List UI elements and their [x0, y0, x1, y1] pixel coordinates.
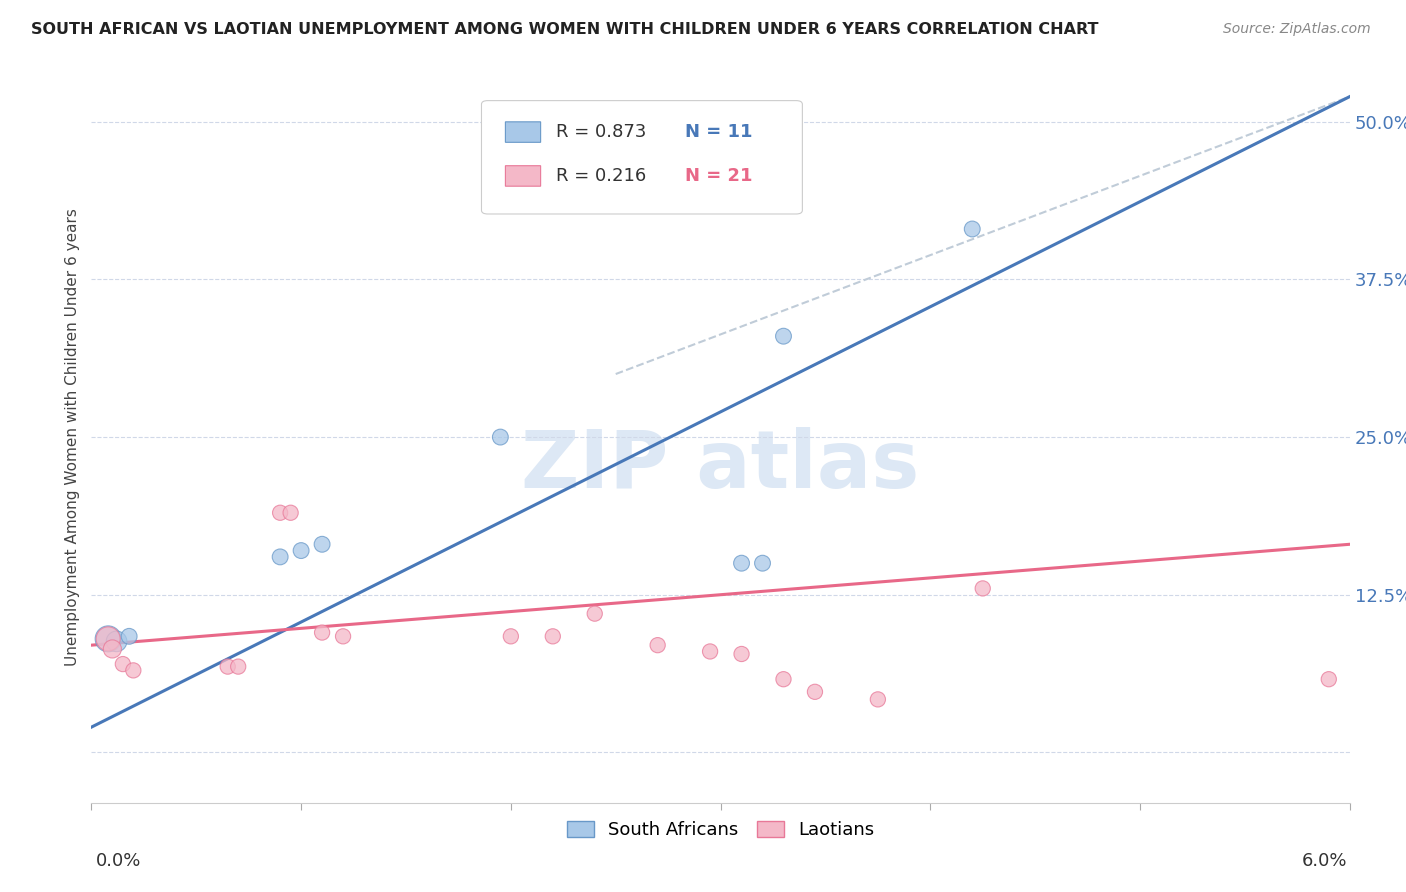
FancyBboxPatch shape	[505, 122, 541, 143]
Point	[730, 556, 752, 570]
Point	[647, 638, 669, 652]
Point	[97, 632, 120, 646]
Y-axis label: Unemployment Among Women with Children Under 6 years: Unemployment Among Women with Children U…	[65, 208, 80, 666]
Text: N = 11: N = 11	[685, 123, 752, 141]
Point	[866, 692, 889, 706]
Point	[1317, 672, 1340, 686]
Point	[311, 537, 333, 551]
Point	[489, 430, 512, 444]
Text: N = 21: N = 21	[685, 167, 752, 185]
Point	[226, 659, 249, 673]
Text: ZIP atlas: ZIP atlas	[522, 427, 920, 506]
Text: R = 0.216: R = 0.216	[555, 167, 645, 185]
Point	[105, 634, 128, 648]
FancyBboxPatch shape	[481, 101, 803, 214]
Point	[97, 632, 120, 646]
Point	[499, 629, 522, 643]
Text: SOUTH AFRICAN VS LAOTIAN UNEMPLOYMENT AMONG WOMEN WITH CHILDREN UNDER 6 YEARS CO: SOUTH AFRICAN VS LAOTIAN UNEMPLOYMENT AM…	[31, 22, 1098, 37]
Point	[280, 506, 302, 520]
Point	[972, 582, 994, 596]
Point	[111, 657, 134, 671]
Point	[541, 629, 564, 643]
Point	[730, 647, 752, 661]
Legend: South Africans, Laotians: South Africans, Laotians	[560, 814, 882, 847]
Point	[269, 506, 291, 520]
Point	[583, 607, 606, 621]
Point	[962, 222, 984, 236]
Point	[751, 556, 773, 570]
Point	[122, 664, 145, 678]
Point	[290, 543, 312, 558]
Point	[772, 672, 794, 686]
Point	[311, 625, 333, 640]
Text: R = 0.873: R = 0.873	[555, 123, 647, 141]
Text: 6.0%: 6.0%	[1302, 852, 1347, 870]
Point	[269, 549, 291, 564]
Text: Source: ZipAtlas.com: Source: ZipAtlas.com	[1223, 22, 1371, 37]
Point	[101, 642, 124, 657]
Point	[772, 329, 794, 343]
Point	[332, 629, 354, 643]
Point	[118, 629, 141, 643]
FancyBboxPatch shape	[505, 166, 541, 186]
Text: 0.0%: 0.0%	[96, 852, 141, 870]
Point	[699, 644, 721, 658]
Point	[804, 685, 827, 699]
Point	[217, 659, 239, 673]
